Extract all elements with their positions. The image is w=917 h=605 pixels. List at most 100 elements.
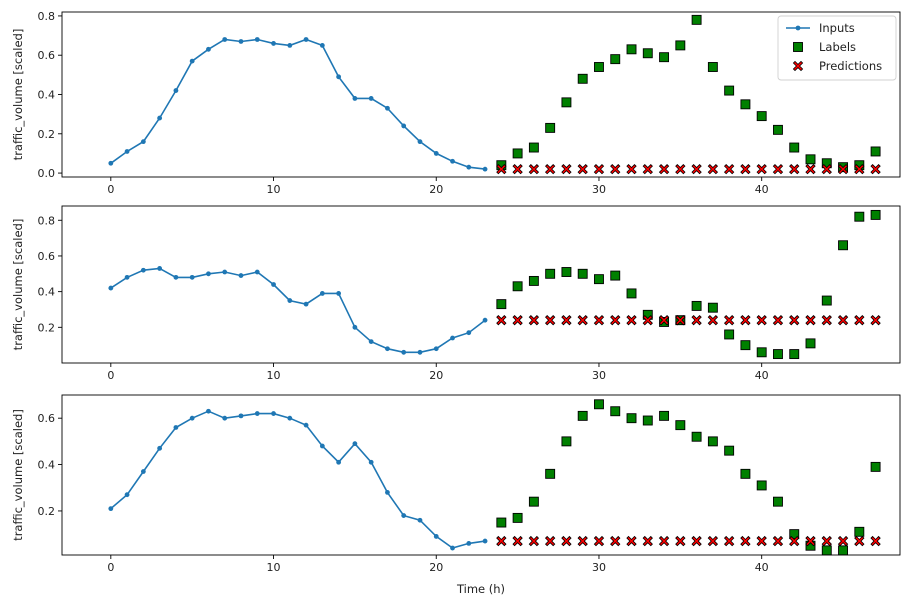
label-marker: [870, 209, 881, 220]
inputs-point: [140, 267, 146, 273]
label-marker: [691, 14, 702, 25]
prediction-marker: [772, 163, 784, 175]
prediction-marker: [789, 163, 800, 175]
inputs-point: [124, 149, 130, 154]
subplot-3: 0 10 20 30 40 0.2 0.4 0.6 traffic_volume [scaled…: [11, 394, 901, 596]
prediction-marker: [805, 163, 816, 175]
prediction-marker: [528, 163, 540, 175]
prediction-marker: [544, 315, 556, 326]
prediction-marker: [821, 163, 832, 175]
y-tick-label: 0.8: [38, 214, 56, 227]
label-marker: [561, 267, 572, 277]
prediction-marker: [544, 163, 556, 175]
inputs-point: [189, 274, 195, 280]
prediction-marker: [723, 315, 735, 326]
inputs-point: [303, 422, 309, 428]
prediction-marker: [675, 163, 686, 175]
prediction-marker: [496, 315, 507, 326]
y-tick-label: 0.8: [38, 10, 56, 23]
prediction-marker: [821, 315, 832, 326]
inputs-point: [466, 541, 472, 546]
prediction-marker: [821, 535, 832, 547]
y-tick-label: 0.6: [38, 250, 56, 263]
prediction-marker: [756, 163, 767, 175]
label-marker: [756, 347, 767, 358]
label-marker: [691, 300, 702, 311]
prediction-marker: [837, 315, 849, 326]
inputs-point: [336, 291, 342, 296]
inputs-point: [157, 445, 163, 451]
inputs-point: [417, 349, 423, 355]
label-marker: [773, 496, 783, 507]
prediction-marker: [740, 163, 751, 175]
inputs-point: [157, 266, 163, 271]
label-marker: [626, 44, 637, 55]
label-marker: [528, 142, 539, 153]
prediction-marker: [658, 163, 670, 175]
legend-entry-label: Predictions: [819, 59, 882, 73]
prediction-marker: [805, 315, 816, 326]
prediction-marker: [593, 163, 605, 175]
label-marker: [854, 211, 865, 222]
prediction-marker: [870, 535, 881, 547]
prediction-marker: [870, 163, 881, 175]
label-marker: [642, 415, 653, 426]
label-marker: [805, 338, 816, 349]
label-marker: [659, 52, 670, 63]
x-tick-label: 10: [267, 369, 281, 382]
y-tick-label: 0.4: [38, 89, 56, 102]
prediction-marker: [837, 163, 849, 175]
prediction-marker: [642, 315, 653, 326]
inputs-point: [401, 513, 407, 518]
inputs-point: [303, 301, 309, 307]
inputs-point: [108, 160, 114, 166]
inputs-point: [352, 96, 358, 101]
y-tick-label: 0.6: [38, 412, 56, 425]
label-marker: [545, 268, 556, 279]
x-tick-label: 40: [755, 183, 769, 196]
prediction-marker: [577, 535, 588, 547]
inputs-point: [482, 317, 488, 323]
prediction-marker: [789, 315, 800, 326]
prediction-marker: [561, 535, 572, 547]
prediction-marker: [723, 535, 735, 547]
prediction-marker: [496, 163, 507, 175]
inputs-point: [238, 273, 244, 278]
subplot-2: 0 10 20 30 40 0.2 0.4 0.6 0.8 traffic_volume [sca…: [11, 205, 901, 382]
inputs-point: [222, 37, 228, 42]
label-marker: [756, 480, 767, 491]
prediction-marker: [772, 535, 784, 547]
inputs-point: [157, 115, 163, 121]
x-axis-label: Time (h): [456, 582, 505, 596]
inputs-point: [336, 459, 342, 465]
subplots: 0 10 20 30 40 0.0 0.2 0.4 0.6 0.8 traffic_volume […: [11, 10, 901, 596]
legend-box: [777, 15, 897, 81]
legend: Inputs Labels Predictions: [777, 15, 897, 81]
inputs-point: [189, 58, 195, 64]
label-marker: [870, 461, 881, 472]
inputs-point: [206, 46, 211, 52]
prediction-marker: [626, 163, 637, 175]
inputs-point: [254, 411, 260, 416]
prediction-marker: [854, 163, 865, 175]
label-marker: [789, 142, 800, 153]
axes-frame: [61, 205, 901, 364]
inputs-point: [368, 96, 374, 101]
label-marker: [528, 275, 539, 286]
inputs-line: [110, 410, 486, 549]
label-marker: [594, 62, 604, 72]
inputs-point: [108, 285, 114, 291]
label-marker: [675, 420, 686, 431]
prediction-marker: [610, 315, 621, 326]
label-marker: [659, 410, 670, 421]
label-marker: [577, 410, 588, 421]
inputs-point: [271, 282, 276, 287]
label-marker: [610, 270, 621, 281]
prediction-marker: [675, 535, 686, 547]
label-marker: [707, 302, 718, 313]
x-tick-label: 30: [592, 369, 606, 382]
label-marker: [642, 48, 653, 59]
x-tick-label: 0: [107, 183, 114, 196]
x-tick-label: 20: [429, 369, 443, 382]
prediction-marker: [691, 535, 702, 547]
